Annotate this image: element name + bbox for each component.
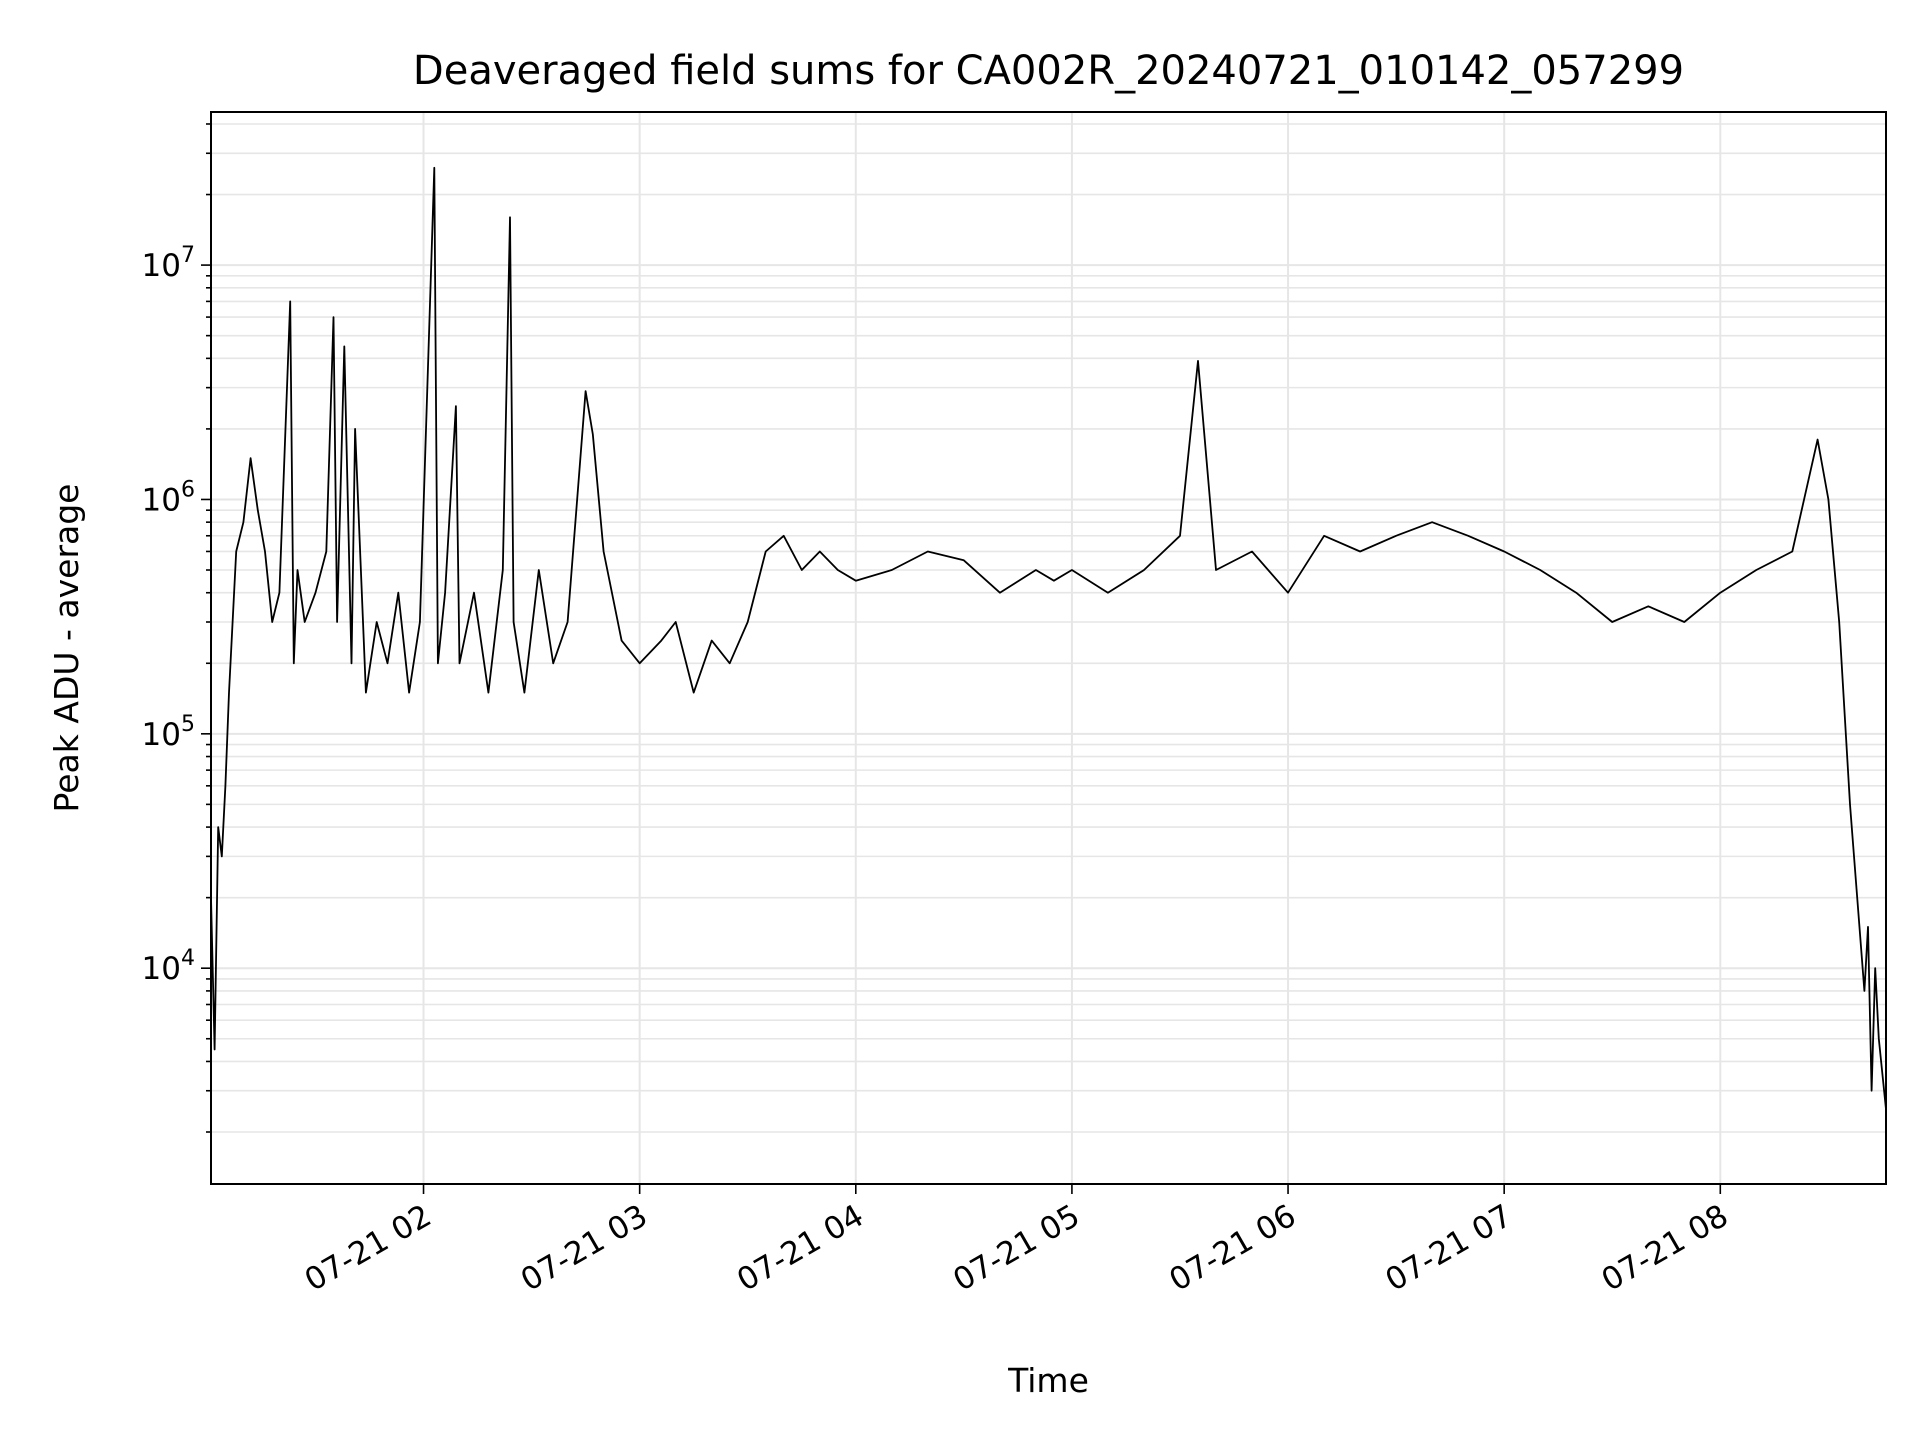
chart-title: Deaveraged field sums for CA002R_2024072…: [413, 48, 1684, 94]
y-tick-label: 107: [142, 243, 195, 284]
x-axis-label: Time: [1007, 1361, 1089, 1400]
plot-area: [210, 166, 1887, 1110]
plot-frame: [210, 111, 1887, 1185]
y-tick-label: 106: [142, 477, 195, 518]
y-axis-label: Peak ADU - average: [47, 484, 86, 813]
y-tick-label: 104: [142, 946, 195, 987]
series-line: [210, 166, 1887, 1110]
y-tick-label: 105: [142, 712, 195, 753]
grid: [211, 112, 1886, 1184]
